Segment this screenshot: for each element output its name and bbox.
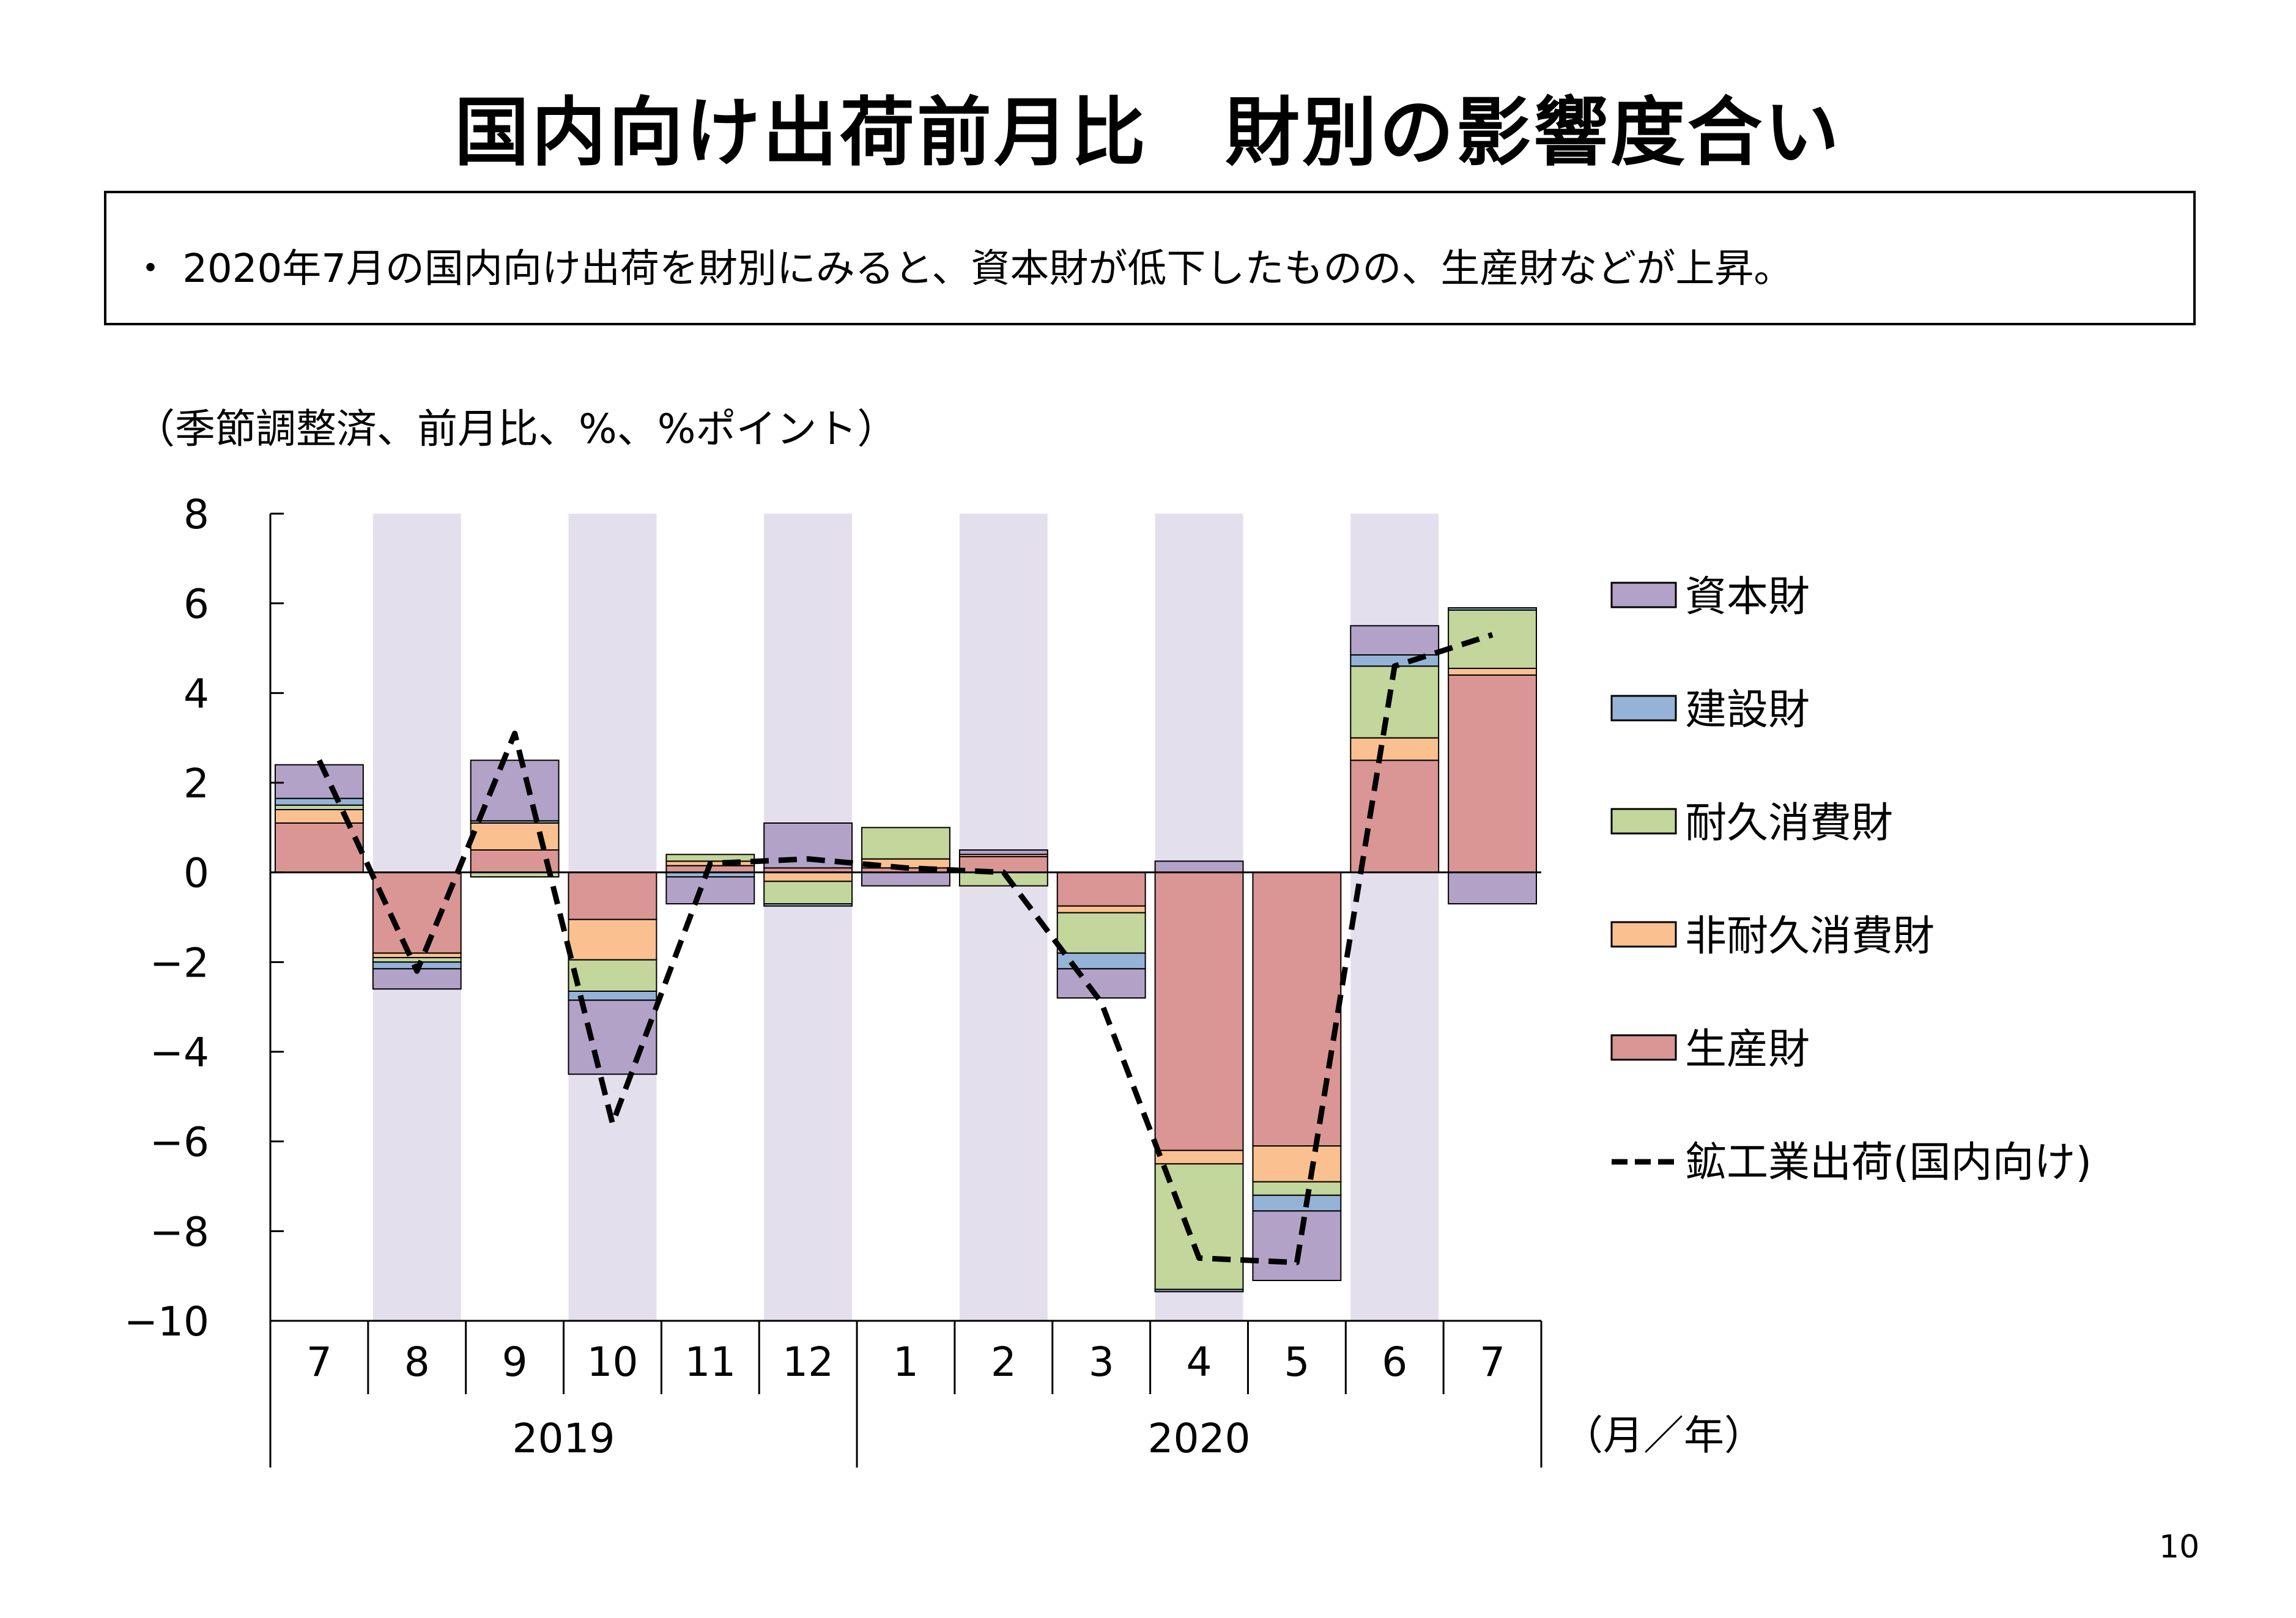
bar-segment: [1154, 1150, 1244, 1165]
bar-segment: [958, 856, 1048, 873]
y-tick-label: −2: [150, 939, 209, 986]
bar-segment: [1252, 871, 1342, 1147]
y-tick-label: −4: [150, 1029, 209, 1076]
legend-swatch: [1610, 808, 1677, 835]
bar-segment: [763, 903, 853, 907]
bar-segment: [1154, 1163, 1244, 1290]
shipment-line: [316, 632, 1494, 1266]
summary-text: ・ 2020年7月の国内向け出荷を財別にみると、資本財が低下したものの、生産財な…: [131, 246, 1793, 292]
units-label: （季節調整済、前月比、%、%ポイント）: [135, 405, 898, 453]
y-tick-label: 8: [183, 491, 209, 538]
bar-segment: [763, 881, 853, 905]
legend-label: 鉱工業出荷(国内向け): [1685, 1139, 2092, 1187]
x-tick-label: 11: [684, 1339, 736, 1386]
legend-label: 生産財: [1685, 1025, 1810, 1074]
bar-segment: [1350, 759, 1440, 873]
legend-label: 建設財: [1685, 686, 1810, 734]
x-tick-label: 10: [587, 1339, 638, 1386]
bar-segment: [665, 854, 755, 862]
line-series: [316, 632, 1494, 1266]
bar-segment: [1448, 668, 1538, 676]
bar-segment: [1154, 1288, 1244, 1293]
x-tick-label: 7: [1479, 1339, 1505, 1386]
bar-segment: [1448, 871, 1538, 904]
bar-segment: [861, 871, 950, 887]
bar-segment: [1350, 625, 1440, 656]
y-tick-label: 0: [183, 850, 209, 897]
bar-segment: [1350, 737, 1440, 761]
bar-segment: [1056, 968, 1146, 999]
y-tick-label: 6: [183, 581, 209, 628]
legend-swatch: [1610, 921, 1677, 948]
shade-band: [764, 514, 853, 1321]
year-label: 2019: [513, 1415, 615, 1462]
x-tick-label: 3: [1089, 1339, 1114, 1386]
y-tick-label: 2: [183, 760, 209, 807]
axis-unit-note: （月／年）: [1563, 1412, 1765, 1459]
bar-segment: [372, 871, 462, 954]
legend-swatch: [1610, 695, 1677, 722]
bar-segment: [1448, 674, 1538, 873]
page-number: 10: [2159, 1529, 2200, 1565]
y-tick-label: −10: [124, 1298, 209, 1345]
x-tick-label: 6: [1382, 1339, 1407, 1386]
bar-segment: [1448, 609, 1538, 670]
legend-swatch: [1610, 1034, 1677, 1061]
x-tick-label: 5: [1284, 1339, 1309, 1386]
bar-segment: [1056, 871, 1146, 907]
x-tick-label: 4: [1187, 1339, 1212, 1386]
slide-title: 国内向け出荷前月比 財別の影響度合い: [454, 89, 1842, 176]
bar-segment: [1252, 1194, 1342, 1212]
year-label: 2020: [1148, 1415, 1251, 1462]
bar-segment: [568, 959, 657, 992]
bar-segment: [861, 827, 950, 860]
legend-label: 資本財: [1685, 573, 1810, 621]
bar-segment: [1154, 871, 1244, 1151]
bar-segment: [763, 871, 853, 882]
summary-box: ・ 2020年7月の国内向け出荷を財別にみると、資本財が低下したものの、生産財な…: [104, 191, 2196, 325]
y-tick-label: 4: [183, 670, 209, 717]
y-tick-label: −8: [150, 1208, 209, 1255]
x-tick-label: 2: [991, 1339, 1017, 1386]
bar-segment: [1056, 952, 1146, 970]
x-tick-label: 8: [404, 1339, 430, 1386]
x-tick-label: 1: [893, 1339, 919, 1386]
bar-segment: [1056, 905, 1146, 914]
bar-segment: [274, 764, 364, 799]
bars: [274, 607, 1538, 1293]
bar-segment: [1448, 607, 1538, 611]
bar-segment: [665, 876, 755, 904]
bar-segment: [1252, 1145, 1342, 1183]
bar-segment: [958, 849, 1048, 855]
bar-segment: [1252, 1181, 1342, 1196]
bar-segment: [1056, 912, 1146, 954]
bar-segment: [274, 797, 364, 806]
bar-segment: [274, 822, 364, 873]
bar-segment: [372, 952, 462, 958]
legend-label: 耐久消費財: [1685, 799, 1893, 848]
bar-segment: [1154, 860, 1244, 873]
x-tick-label: 9: [502, 1339, 528, 1386]
x-tick-label: 7: [306, 1339, 332, 1386]
bar-segment: [568, 871, 657, 920]
legend-swatch: [1610, 582, 1677, 608]
legend-label: 非耐久消費財: [1685, 912, 1935, 961]
y-tick-label: −6: [150, 1119, 209, 1166]
bar-segment: [372, 957, 462, 963]
x-tick-label: 12: [782, 1339, 834, 1386]
bar-segment: [274, 804, 364, 810]
shade-band: [959, 514, 1048, 1321]
bar-segment: [568, 918, 657, 961]
